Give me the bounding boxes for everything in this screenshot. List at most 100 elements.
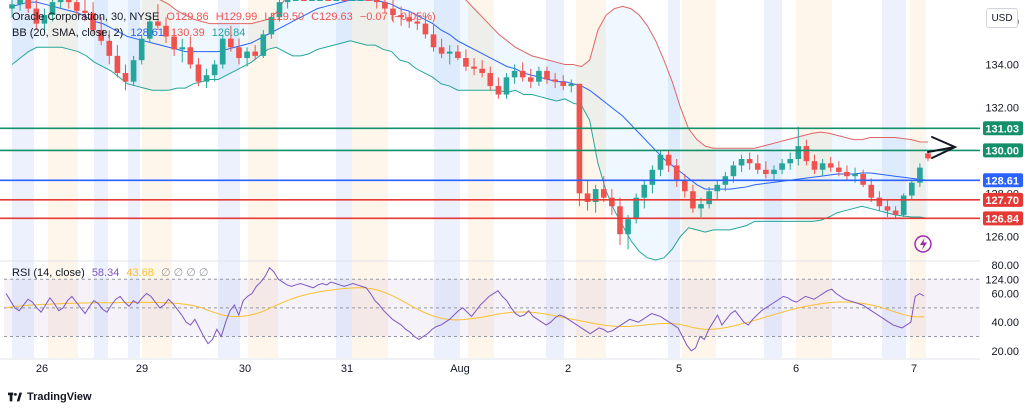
level-price-label: 126.84 bbox=[985, 213, 1020, 225]
candle-body bbox=[479, 68, 485, 74]
candle-body bbox=[592, 189, 599, 202]
candle-body bbox=[463, 58, 469, 67]
candle-body bbox=[260, 34, 267, 56]
candle-body bbox=[268, 17, 275, 35]
candle-body bbox=[41, 15, 48, 24]
candle-body bbox=[657, 154, 664, 170]
rsi-tick-label: 80.00 bbox=[991, 260, 1019, 272]
rsi-tick-label: 40.00 bbox=[991, 317, 1019, 329]
rsi-label[interactable]: RSI (14, close) bbox=[12, 267, 85, 279]
candle-body bbox=[276, 2, 283, 18]
candle-body bbox=[698, 204, 704, 209]
candle-body bbox=[900, 195, 907, 215]
candle-body bbox=[17, 0, 23, 5]
candle-body bbox=[187, 47, 194, 65]
bb-label[interactable]: BB (20, SMA, close, 2) bbox=[12, 27, 124, 39]
brand-name: TradingView bbox=[27, 391, 92, 403]
candle-body bbox=[430, 34, 437, 48]
candles bbox=[9, 0, 931, 250]
price-tick-label: 126.00 bbox=[985, 231, 1019, 243]
candle-body bbox=[617, 206, 623, 235]
candle-body bbox=[868, 184, 875, 198]
candle-body bbox=[730, 165, 737, 177]
level-price-tag bbox=[983, 143, 1023, 158]
bb-fill bbox=[12, 0, 928, 260]
level-price-tag bbox=[983, 121, 1023, 136]
candle-body bbox=[560, 81, 567, 86]
time-tick-label: 2 bbox=[565, 363, 571, 375]
candle-body bbox=[236, 47, 242, 59]
candle-body bbox=[284, 0, 291, 3]
candle-body bbox=[600, 189, 607, 198]
candle-body bbox=[682, 180, 688, 192]
time-tick-label: 31 bbox=[341, 363, 353, 375]
candle-body bbox=[422, 23, 429, 35]
candle-body bbox=[390, 8, 396, 16]
candle-body bbox=[446, 51, 453, 54]
session-stripe bbox=[352, 0, 388, 358]
tradingview-logo[interactable]: TradingView bbox=[8, 391, 92, 403]
rsi-ma-value: 43.68 bbox=[126, 267, 154, 279]
candle-body bbox=[33, 8, 40, 24]
candle-body bbox=[471, 66, 477, 69]
candle-body bbox=[163, 25, 169, 37]
candle-body bbox=[406, 17, 413, 22]
candle-body bbox=[552, 79, 558, 82]
candle-body bbox=[738, 159, 745, 166]
candle-body bbox=[746, 159, 753, 164]
candle-body bbox=[836, 167, 842, 172]
time-axis: 26 29 30 31 Aug 2 5 6 7 bbox=[36, 363, 917, 375]
rsi-value: 58.34 bbox=[91, 267, 120, 279]
candle-body bbox=[155, 21, 161, 26]
session-stripe bbox=[94, 0, 108, 358]
bb-lower-line bbox=[11, 40, 929, 261]
candle-body bbox=[544, 70, 550, 80]
candle-body bbox=[122, 73, 129, 82]
candle-body bbox=[25, 0, 32, 9]
candle-body bbox=[876, 197, 883, 207]
candle-body bbox=[455, 51, 461, 59]
rsi-tick-label: 20.00 bbox=[991, 346, 1019, 358]
candle-body bbox=[357, 0, 364, 1]
candle-body bbox=[706, 191, 712, 205]
candle-body bbox=[511, 70, 518, 78]
candle-body bbox=[714, 184, 721, 192]
bb-lower-value: 126.84 bbox=[211, 27, 246, 39]
price-levels bbox=[0, 127, 980, 220]
currency-button[interactable]: USD bbox=[986, 8, 1018, 28]
candle-body bbox=[228, 38, 234, 48]
candle-body bbox=[114, 55, 121, 74]
candle-body bbox=[633, 197, 639, 220]
candle-body bbox=[341, 0, 348, 1]
candle-body bbox=[219, 38, 226, 65]
session-stripe bbox=[248, 0, 278, 358]
candle-body bbox=[130, 60, 137, 82]
candle-body bbox=[860, 174, 866, 185]
rsi-pane bbox=[4, 266, 980, 352]
time-tick-label: 30 bbox=[239, 363, 251, 375]
candle-body bbox=[74, 2, 80, 11]
time-tick-label: 29 bbox=[136, 363, 148, 375]
rsi-ma-line bbox=[5, 287, 925, 330]
tradingview-logo-icon bbox=[8, 392, 22, 402]
candle-body bbox=[414, 21, 421, 24]
candle-body bbox=[649, 169, 656, 185]
candle-body bbox=[292, 0, 299, 1]
candle-body bbox=[301, 0, 307, 1]
symbol-legend: Oracle Corporation, 30, NYSE O129.86 H12… bbox=[12, 11, 440, 23]
price-axis: 136.00134.00132.00130.00128.00126.00124.… bbox=[983, 16, 1023, 358]
rsi-legend: RSI (14, close) 58.34 43.68 ∅ ∅ ∅ ∅ bbox=[12, 266, 213, 279]
candle-body bbox=[146, 21, 153, 39]
bb-upper-line bbox=[159, 0, 929, 149]
session-stripe bbox=[882, 0, 906, 358]
candle-body bbox=[373, 0, 380, 3]
close-value: C129.63 bbox=[311, 11, 353, 23]
candle-body bbox=[827, 163, 834, 168]
session-stripe bbox=[128, 0, 140, 358]
session-stripe bbox=[468, 0, 494, 358]
candle-body bbox=[779, 163, 785, 170]
candle-body bbox=[138, 38, 145, 61]
rsi-line bbox=[5, 266, 925, 352]
symbol-name[interactable]: Oracle Corporation, 30, NYSE bbox=[12, 11, 160, 23]
candle-body bbox=[438, 47, 445, 54]
